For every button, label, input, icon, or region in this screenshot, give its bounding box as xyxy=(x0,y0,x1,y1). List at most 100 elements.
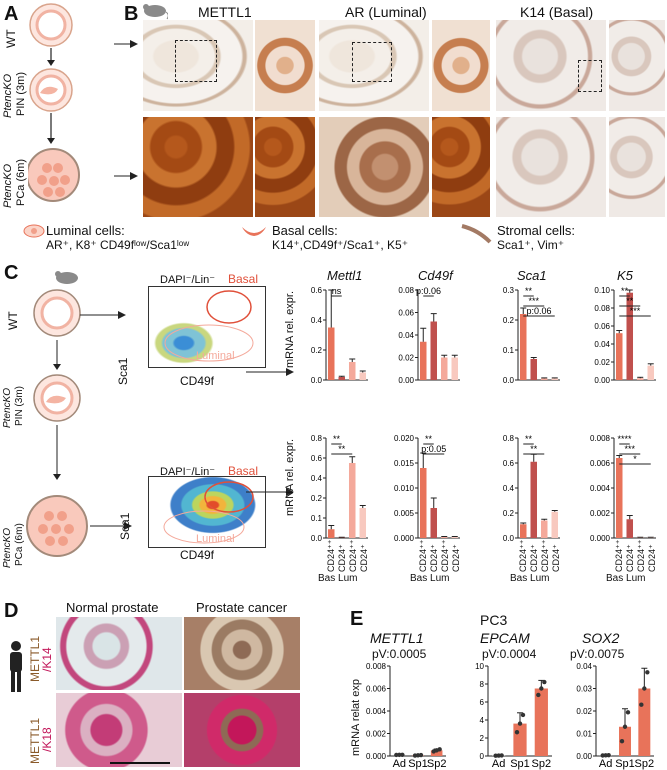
panel-d-col-cancer: Prostate cancer xyxy=(196,600,288,615)
flow-wt-y-label: Sca1 xyxy=(116,357,130,385)
panel-c-label-pin-geno: PtencKO xyxy=(2,387,13,428)
panel-b-row-arrows xyxy=(114,40,138,180)
y-tick-label: 0.00 xyxy=(576,752,592,761)
data-point xyxy=(520,712,526,718)
bar xyxy=(636,378,644,380)
legend-luminal-desc: AR⁺, K8⁺ CD49fˡᵒʷ/Sca1ˡᵒʷ xyxy=(46,238,190,252)
y-tick-label: 0.008 xyxy=(590,434,611,443)
bar xyxy=(327,327,335,380)
y-tick-label: 0.02 xyxy=(576,707,592,716)
panel-letter-a: A xyxy=(4,3,19,25)
y-tick-label: 0.010 xyxy=(394,484,415,493)
y-tick-label: 0.004 xyxy=(590,484,611,493)
zoom-region-box xyxy=(175,40,217,82)
y-tick-label: 0.4 xyxy=(311,316,323,325)
bar xyxy=(430,321,438,380)
sig-label: * xyxy=(633,454,637,464)
bar-chart-sca1-wt: 0.00.10.20.3 *****p:0.06 xyxy=(503,286,560,384)
y-tick-label: 0 xyxy=(480,752,485,761)
y-tick-label: 4 xyxy=(480,716,485,725)
sig-label: ** xyxy=(525,286,533,296)
flow-wt-x-label: CD49f xyxy=(180,374,215,388)
flow-pca-luminal-label: Luminal xyxy=(196,533,235,545)
data-point xyxy=(625,710,631,715)
zoom-region-box xyxy=(578,60,602,92)
y-tick-label: 0.3 xyxy=(503,286,515,295)
ihc-cancer-mettl1-k18-image xyxy=(184,693,300,767)
y-tick-label: 0.10 xyxy=(594,286,610,295)
panel-e-gene-mettl1: METTL1 xyxy=(370,630,424,646)
mouse-icon xyxy=(143,4,168,20)
bar xyxy=(348,463,356,538)
group-label: Bas xyxy=(410,573,428,584)
bar-chart-k5-wt: 0.00 0.02 0.04 0.06 0.08 0.10 ******* xyxy=(594,286,656,384)
x-category-label: CD24⁺⁺ xyxy=(540,539,550,572)
bar xyxy=(626,519,634,538)
bar-chart-pc3-mettl1: 0.000 0.002 0.004 0.006 0.008 Ad Sp1 Sp2 xyxy=(366,662,446,770)
group-label: Lum xyxy=(530,573,550,584)
bar xyxy=(430,750,443,756)
group-label: Lum xyxy=(430,573,450,584)
data-point xyxy=(499,753,504,758)
panel-letter-b: B xyxy=(124,3,139,25)
y-tick-label: 0.0 xyxy=(503,376,515,384)
bar xyxy=(419,468,427,538)
legend-basal-title: Basal cells: xyxy=(272,223,338,238)
x-tick-label: Ad xyxy=(599,758,612,770)
y-tick-label: 0.006 xyxy=(366,685,387,694)
sig-label: ns xyxy=(332,286,342,296)
gland-wt-icon xyxy=(33,289,81,337)
group-label: Bas xyxy=(606,573,624,584)
bar xyxy=(551,378,559,380)
y-tick-label: 0.000 xyxy=(590,534,611,542)
y-tick-label: 0.0 xyxy=(311,534,323,542)
bar xyxy=(619,726,631,756)
bar xyxy=(615,333,623,380)
sig-label: ** xyxy=(525,434,533,444)
scale-bar xyxy=(110,762,170,764)
bar xyxy=(540,520,548,538)
gene-title-k5: K5 xyxy=(617,268,633,283)
sig-label: ** xyxy=(338,444,346,454)
panel-e-gene-epcam: EPCAM xyxy=(480,630,530,646)
gene-title-mettl1: Mettl1 xyxy=(327,268,363,283)
human-icon xyxy=(10,641,22,692)
ihc-ar-wt-zoom-image xyxy=(432,20,490,111)
data-point xyxy=(418,752,424,758)
bar xyxy=(359,372,367,380)
y-tick-label: 0.2 xyxy=(311,494,323,503)
panel-c-ylabel-top: mRNA rel. expr. xyxy=(284,290,296,368)
x-category-label: CD24⁺ xyxy=(337,544,347,572)
flow-wt-luminal-label: Luminal xyxy=(196,350,235,362)
mouse-icon xyxy=(55,271,78,284)
panel-c-arrows xyxy=(80,311,132,530)
panel-c-schematic xyxy=(26,271,88,557)
y-tick-label: 0.4 xyxy=(311,474,323,483)
y-tick-label: 0.1 xyxy=(311,514,323,523)
group-bas-lum-3: Bas Lum xyxy=(510,573,549,584)
x-category-label: CD24⁺ xyxy=(647,544,657,572)
panel-a-label-pin-geno: PtencKO xyxy=(2,73,14,118)
panel-letter-e: E xyxy=(350,608,364,630)
y-tick-label: 0.004 xyxy=(366,707,387,716)
stromal-cell-icon xyxy=(461,224,492,244)
flow-pca-y-label: Sca1 xyxy=(118,512,132,540)
panel-e-pv-mettl1: pV:0.0005 xyxy=(372,647,427,661)
bar-chart-pc3-epcam: 0 2 4 6 8 10 Ad Sp1 Sp2 xyxy=(475,662,552,770)
panel-b-header-mettl1: METTL1 xyxy=(198,4,252,20)
panel-e-pv-sox2: pV:0.0075 xyxy=(570,647,625,661)
legend-stromal-title: Stromal cells: xyxy=(497,223,576,238)
panel-d-row1-label-b: /K14 xyxy=(40,647,54,672)
gland-pin-icon xyxy=(29,68,73,112)
panel-c-chart-arrows xyxy=(246,368,294,496)
sig-label: *** xyxy=(624,444,635,454)
y-tick-label: 0.04 xyxy=(398,331,414,340)
panel-c-ylabel-bottom: mRNA rel. expr. xyxy=(284,438,296,516)
bar xyxy=(348,362,356,380)
ihc-normal-mettl1-k18-image xyxy=(56,693,182,767)
y-tick-label: 0.08 xyxy=(594,304,610,313)
ihc-k14-wt-image xyxy=(496,20,606,111)
bar xyxy=(359,508,367,538)
y-tick-label: 0.6 xyxy=(503,459,515,468)
panel-b-header-ar: AR (Luminal) xyxy=(345,4,427,20)
